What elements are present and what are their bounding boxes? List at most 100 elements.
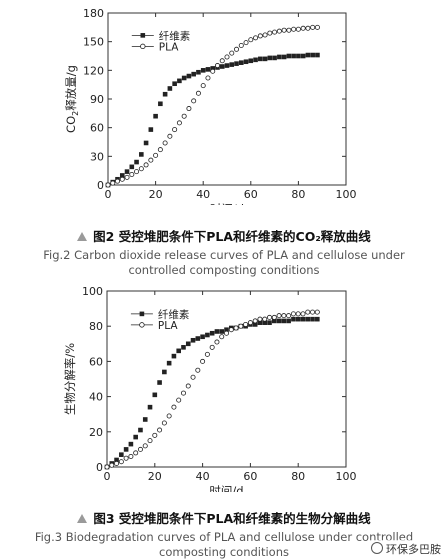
fig3-point-cellulose — [262, 320, 268, 325]
fig2-y-tick-label: 60 — [90, 122, 104, 135]
fig3-point-cellulose — [286, 318, 291, 324]
fig2-point-cellulose — [315, 52, 320, 58]
fig3-point-cellulose — [300, 316, 306, 322]
fig3-point-pla — [228, 327, 234, 333]
fig2-point-cellulose — [229, 62, 235, 67]
fig2-point-cellulose — [162, 91, 168, 97]
fig2-point-cellulose — [186, 73, 192, 79]
fig2-point-cellulose — [258, 56, 263, 62]
fig3-y-axis-label: 生物分解率/% — [63, 343, 77, 415]
fig2-point-cellulose — [234, 61, 239, 66]
fig3-point-pla — [267, 314, 273, 320]
fig2-point-cellulose — [119, 173, 125, 178]
fig3-x-tick-label: 60 — [243, 470, 257, 483]
fig2-point-cellulose — [272, 55, 277, 61]
fig3-caption-en-1: Fig.3 Biodegradation curves of PLA and c… — [34, 530, 414, 544]
fig2-point-pla — [129, 171, 135, 177]
fig2-point-pla — [119, 176, 125, 182]
fig2-point-cellulose — [148, 127, 154, 132]
fig3-legend-item: 纤维素 — [130, 308, 189, 321]
fig2-point-pla — [262, 32, 268, 38]
fig2-point-cellulose — [262, 56, 268, 62]
fig2-point-pla — [234, 46, 240, 52]
fig3-point-cellulose — [252, 322, 258, 327]
fig2-point-cellulose — [253, 57, 258, 63]
fig2-point-pla — [157, 147, 163, 153]
fig3-point-pla — [195, 367, 201, 373]
fig2-point-pla — [272, 29, 278, 35]
fig2-point-cellulose — [139, 152, 144, 157]
fig3-point-pla — [271, 314, 277, 320]
fig3-point-pla — [290, 311, 296, 317]
fig2-legend-label: PLA — [159, 41, 179, 53]
fig3-point-cellulose — [219, 329, 225, 334]
fig2-point-cellulose — [296, 53, 301, 59]
fig2-legend-item: 纤维素 — [131, 29, 190, 42]
fig2-point-pla — [314, 24, 320, 30]
fig3-point-cellulose — [119, 452, 124, 457]
fig2-point-pla — [134, 169, 140, 175]
fig2-point-pla — [148, 157, 154, 163]
fig2-point-cellulose — [248, 58, 254, 64]
fig3-point-cellulose — [114, 457, 119, 463]
fig2-point-cellulose — [143, 140, 149, 146]
fig2-point-pla — [191, 98, 197, 104]
fig2-point-cellulose — [196, 69, 201, 75]
fig3-point-cellulose — [209, 330, 215, 336]
watermark-text: 环保多巴胺 — [386, 543, 441, 556]
fig3-point-cellulose — [171, 353, 177, 359]
fig2-x-tick-label: 40 — [196, 188, 210, 201]
fig3-point-pla — [243, 321, 249, 327]
fig3-point-cellulose — [195, 336, 201, 341]
fig3-y-tick-label: 80 — [89, 320, 103, 333]
fig2-point-cellulose — [291, 53, 296, 59]
fig2-point-cellulose — [224, 63, 230, 68]
fig2-caption-en-2: controlled composting conditions — [128, 263, 320, 277]
fig3-point-cellulose — [295, 316, 301, 322]
fig2-point-cellulose — [153, 113, 158, 119]
fig2-chart: 0 20 40 60 80 100 0 30 60 90 120 150 180 时间/d CO2释放量/g… — [64, 7, 357, 205]
fig3-point-cellulose — [272, 318, 277, 324]
fig3-point-cellulose — [138, 427, 143, 433]
fig2-point-cellulose — [286, 53, 292, 59]
fig3-point-pla — [286, 313, 292, 319]
fig2-point-pla — [295, 26, 301, 32]
fig2-point-pla — [181, 113, 187, 119]
fig2-y-tick-label: 30 — [90, 150, 104, 163]
fig2-point-pla — [224, 54, 230, 60]
fig3-chart: 0 20 40 60 80 100 0 20 40 60 80 100 时间/d 生物分解率/% 纤维素PL… — [63, 285, 357, 492]
fig3-point-pla — [142, 443, 148, 449]
fig2-point-cellulose — [310, 52, 315, 58]
fig2-point-pla — [210, 68, 216, 74]
fig2-y-tick-label: 90 — [90, 93, 104, 106]
fig2-point-cellulose — [210, 66, 216, 71]
fig3-point-pla — [200, 358, 206, 364]
fig3-point-cellulose — [224, 327, 229, 333]
fig2-y-tick-label: 0 — [97, 179, 104, 192]
fig2-point-pla — [238, 42, 244, 48]
fig2-point-cellulose — [300, 53, 306, 59]
fig3-point-cellulose — [162, 369, 167, 375]
fig2-point-cellulose — [277, 54, 282, 60]
fig2-point-cellulose — [124, 169, 130, 174]
fig3-point-cellulose — [142, 417, 148, 422]
fig2-x-tick-label: 80 — [291, 188, 305, 201]
fig2-plot-frame — [107, 12, 347, 186]
fig3-point-pla — [118, 459, 124, 465]
fig2-point-cellulose — [243, 59, 249, 65]
fig2-point-pla — [276, 28, 282, 34]
fig2-x-tick-label: 20 — [149, 188, 163, 201]
fig2-y-tick-label: 120 — [83, 64, 104, 77]
fig3-legend-marker — [139, 322, 145, 328]
fig3-point-pla — [305, 309, 311, 315]
fig2-point-cellulose — [181, 75, 187, 81]
fig2-point-pla — [167, 133, 173, 139]
fig3-point-pla — [300, 311, 306, 317]
fig3-point-pla — [247, 320, 253, 326]
fig3-legend-item: PLA — [130, 320, 178, 332]
fig2-point-pla — [176, 120, 182, 126]
fig2-point-pla — [253, 35, 259, 41]
fig3-point-cellulose — [176, 348, 181, 354]
fig2-point-pla — [281, 27, 287, 33]
watermark: 环保多巴胺 — [368, 540, 444, 558]
